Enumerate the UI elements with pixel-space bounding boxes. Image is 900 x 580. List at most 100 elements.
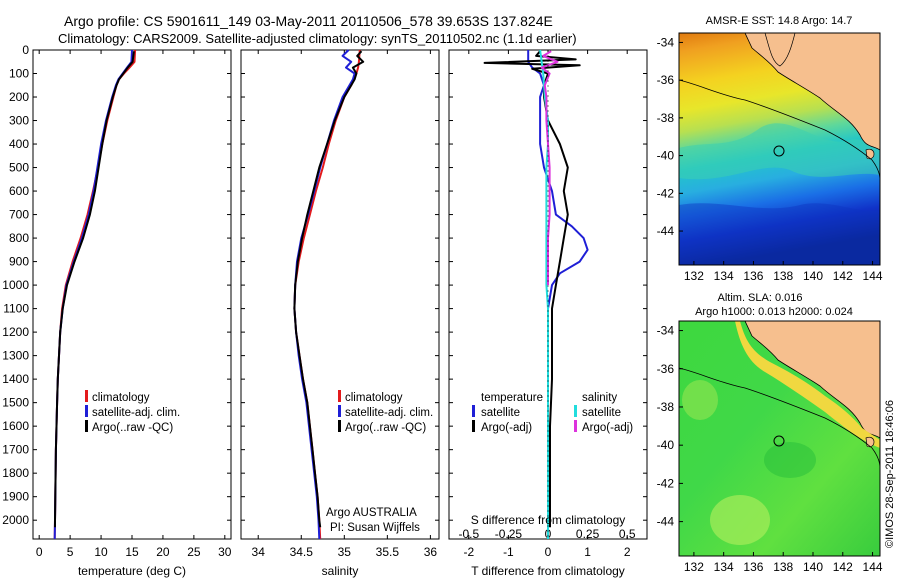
map-x-tick-label: 142 [833,269,853,283]
map-x-tick-label: 134 [714,269,734,283]
x-tick-label: -2 [463,545,474,559]
legend-swatch-s-argo [574,420,577,432]
y-tick-label: 100 [9,67,29,81]
difference-legend: temperature salinity satellite Argo(-adj… [472,392,633,434]
x-tick-label: 35 [338,545,352,559]
y-tick-label: 400 [9,137,29,151]
x-top-tick-label: 0.25 [576,527,600,541]
map-x-tick-label: 138 [773,560,793,574]
sla-anomaly-blob [764,442,816,478]
y-tick-label: 1000 [2,278,29,292]
y-tick-label: 500 [9,161,29,175]
y-tick-label: 800 [9,231,29,245]
float-pi-label: PI: Susan Wijffels [330,522,420,534]
legend-swatch-satellite [338,405,341,417]
figure-title-line1: Argo profile: CS 5901611_149 03-May-2011… [64,13,553,29]
y-tick-label: 900 [9,255,29,269]
map-x-tick-label: 138 [773,269,793,283]
x-tick-label: 34.5 [290,545,314,559]
x-tick-label: 1 [584,545,591,559]
x-tick-label: 2 [624,545,631,559]
legend-label-t-argo: Argo(-adj) [481,422,532,434]
y-tick-label: 600 [9,184,29,198]
map-y-tick-label: -40 [657,149,675,163]
legend-swatch-argo [85,420,88,432]
series-line-argo [293,50,365,528]
map-x-tick-label: 134 [714,560,734,574]
legend-label-s-satellite: satellite [582,407,621,419]
sla-argo-location-marker [773,435,785,447]
sst-map-frame [678,32,881,266]
series-line-sal_argo [540,50,559,286]
difference-xlabel: T difference from climatology [471,564,625,578]
y-tick-label: 0 [22,43,29,57]
legend-swatch-argo [338,420,341,432]
map-x-tick-label: 144 [863,560,883,574]
legend-swatch-s-satellite [574,405,577,417]
legend-heading-temperature: temperature [481,392,543,404]
sla-map-frame [678,320,881,557]
legend-label-satellite: satellite-adj. clim. [92,407,180,419]
map-y-tick-label: -38 [657,400,675,414]
legend-label-climatology: climatology [345,392,403,404]
map-y-tick-label: -34 [657,324,675,338]
x-tick-label: 25 [187,545,201,559]
salinity-xlabel: salinity [322,564,359,578]
map-y-tick-label: -36 [657,362,675,376]
legend-swatch-climatology [338,390,341,402]
legend-swatch-climatology [85,390,88,402]
sla-island [865,436,875,448]
y-tick-label: 2000 [2,513,29,527]
sst-map-title: AMSR-E SST: 14.8 Argo: 14.7 [706,15,853,27]
x-tick-label: 5 [67,545,74,559]
sla-anomaly-blob [682,380,718,420]
figure-title-line2: Climatology: CARS2009. Satellite-adjuste… [58,31,577,46]
sla-coastal-shelf [735,321,880,448]
temperature-panel-frame [32,49,232,540]
sst-map [679,33,880,265]
y-tick-label: 700 [9,208,29,222]
legend-swatch-satellite [85,405,88,417]
map-x-tick-label: 132 [684,560,704,574]
x-tick-label: 35.5 [376,545,400,559]
sst-cold-band [679,203,880,265]
temperature-legend: climatology satellite-adj. clim. Argo(..… [85,390,180,434]
float-program-label: Argo AUSTRALIA [326,507,417,519]
legend-swatch-t-satellite [472,405,475,417]
map-x-tick-label: 140 [803,560,823,574]
temperature-xlabel: temperature (deg C) [78,564,186,578]
map-x-tick-label: 136 [743,269,763,283]
x-tick-label: 30 [218,545,232,559]
legend-label-argo: Argo(..raw -QC) [345,422,426,434]
y-tick-label: 1900 [2,490,29,504]
x-tick-label: -1 [503,545,514,559]
legend-label-s-argo: Argo(-adj) [582,422,633,434]
map-y-tick-label: -34 [657,35,675,49]
map-x-tick-label: 132 [684,269,704,283]
x-tick-label: 10 [94,545,108,559]
y-tick-label: 1100 [3,302,29,316]
map-x-tick-label: 140 [803,269,823,283]
map-y-tick-label: -42 [657,476,675,490]
sst-map-ticks: 132 134 136 138 140 142 144 -34 -36 -38 -40 -42 -44 [657,35,883,283]
y-tick-label: 1400 [2,372,29,386]
sst-argo-location-marker [773,145,785,157]
map-y-tick-label: -38 [657,111,675,125]
salinity-panel-frame [240,49,440,540]
sla-map [679,321,880,556]
sla-map-ticks: 132 134 136 138 140 142 144 -34 -36 -38 -40 -42 -44 [657,324,883,574]
series-line-argo [54,51,135,528]
x-top-tick-label: -0.25 [495,527,523,541]
series-line-argo [483,50,581,528]
legend-label-argo: Argo(..raw -QC) [92,422,173,434]
sla-bathymetry-contour [679,367,880,469]
x-tick-label: 36 [424,545,438,559]
credit-label: ©IMOS 28-Sep-2011 18:46:06 [884,400,896,548]
sst-gulf [764,33,796,67]
salinity-legend: climatology satellite-adj. clim. Argo(..… [338,390,433,434]
y-tick-label: 1500 [2,396,29,410]
difference-xlabel-top: S difference from climatology [471,513,626,527]
y-tick-label: 1200 [2,325,29,339]
x-top-tick-label: -0.5 [458,527,479,541]
x-tick-label: 0 [36,545,43,559]
